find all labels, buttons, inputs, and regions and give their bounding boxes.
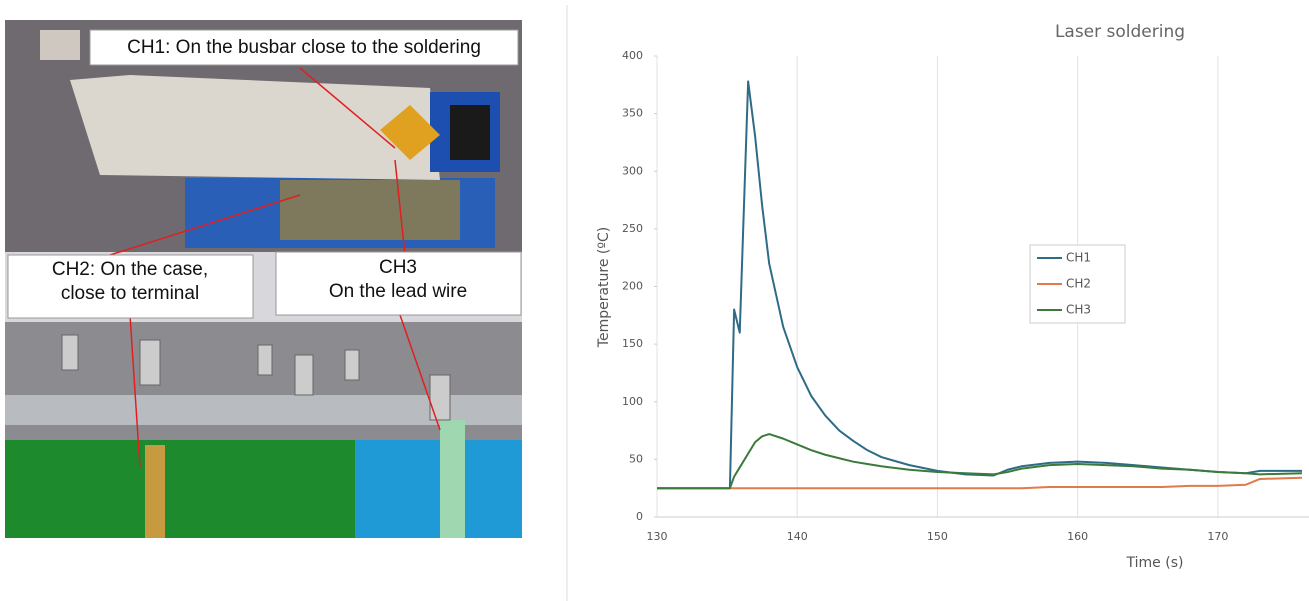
page: {"photo": {"labels": [ {"lines": ["CH1: … — [0, 0, 1309, 601]
x-tick-label: 160 — [1067, 530, 1088, 543]
legend-label: CH3 — [1066, 303, 1091, 317]
callout-text: CH2: On the case, — [52, 259, 208, 280]
y-tick-label: 100 — [622, 395, 643, 408]
y-tick-label: 150 — [622, 337, 643, 350]
series-line — [657, 478, 1302, 488]
x-tick-label: 140 — [787, 530, 808, 543]
legend-label: CH2 — [1066, 277, 1091, 291]
series-line — [657, 434, 1302, 488]
y-tick-label: 400 — [622, 49, 643, 62]
x-tick-label: 130 — [647, 530, 668, 543]
y-tick-label: 250 — [622, 222, 643, 235]
y-axis-title: Temperature (ºC) — [596, 227, 612, 348]
callout-text: On the lead wire — [329, 281, 467, 302]
figure: CH1: On the busbar close to the solderin… — [0, 0, 1309, 601]
legend-label: CH1 — [1066, 251, 1091, 265]
y-tick-label: 50 — [629, 452, 643, 465]
x-tick-label: 150 — [927, 530, 948, 543]
series-line — [657, 81, 1302, 488]
y-tick-label: 200 — [622, 280, 643, 293]
callout-text: close to terminal — [61, 283, 199, 304]
y-tick-label: 300 — [622, 164, 643, 177]
y-tick-label: 0 — [636, 510, 643, 523]
chart-title: Laser soldering — [1055, 22, 1185, 42]
x-tick-label: 170 — [1207, 530, 1228, 543]
callout-text: CH3 — [379, 257, 417, 278]
x-axis-title: Time (s) — [1126, 555, 1184, 571]
callout-text: CH1: On the busbar close to the solderin… — [127, 37, 481, 58]
y-tick-label: 350 — [622, 107, 643, 120]
